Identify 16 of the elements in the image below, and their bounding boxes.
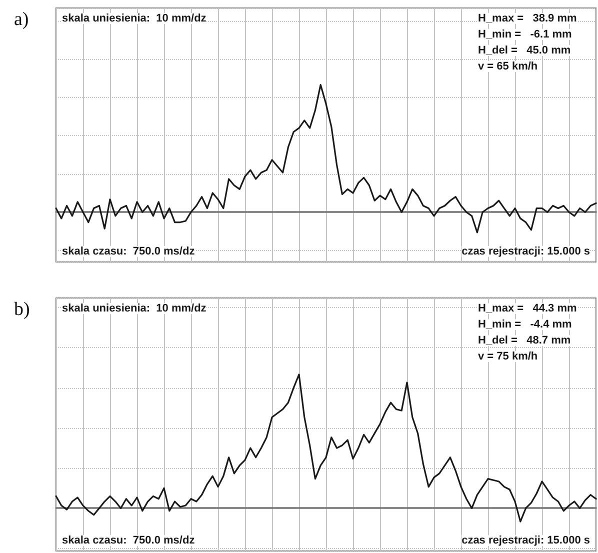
chart-title: b) bbox=[14, 299, 30, 320]
text: H_del = 45.0 mm bbox=[478, 44, 571, 56]
text: H_del = 48.7 mm bbox=[478, 334, 571, 346]
text: skala czasu: 750.0 ms/dz bbox=[62, 246, 196, 258]
text: skala czasu: 750.0 ms/dz bbox=[62, 534, 196, 546]
text: v = 65 km/h bbox=[478, 60, 538, 72]
text: czas rejestracji: 15.000 s bbox=[462, 534, 590, 546]
text: v = 75 km/h bbox=[478, 350, 538, 362]
text: czas rejestracji: 15.000 s bbox=[462, 246, 590, 258]
text: H_min = -6.1 mm bbox=[478, 28, 572, 40]
text: H_max = 44.3 mm bbox=[478, 302, 577, 314]
text: skala uniesienia: 10 mm/dz bbox=[62, 12, 207, 24]
text: H_max = 38.9 mm bbox=[478, 12, 577, 24]
chart-title: a) bbox=[14, 9, 29, 30]
text: skala uniesienia: 10 mm/dz bbox=[62, 302, 207, 314]
text: H_min = -4.4 mm bbox=[478, 318, 572, 330]
